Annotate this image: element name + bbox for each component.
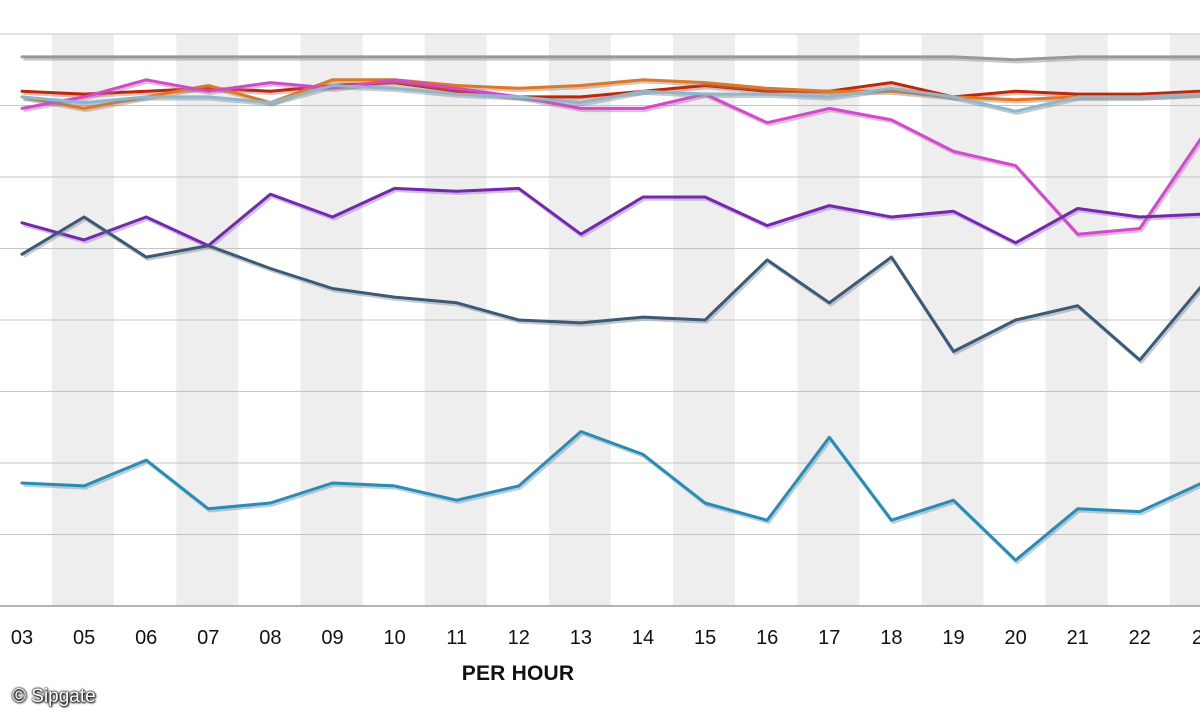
series-5-shadow [23,85,1200,115]
x-tick-label: 15 [694,627,716,649]
x-tick-label: 11 [446,627,467,649]
series-6-line [20,186,1200,248]
series-1-shadow [23,57,1200,64]
x-tick-label: 21 [1067,627,1089,649]
series-1-line [20,55,1200,62]
x-tick-label: 08 [259,627,281,649]
x-tick-label: 06 [135,627,157,649]
x-tick-labels: 03 05 06 07 08 09 10 11 12 13 14 15 16 17 18 19 20 21 22 2 [11,627,1200,649]
x-tick-label: 05 [73,627,95,649]
series-4-shadow [23,80,1200,238]
x-tick-label: 13 [570,627,592,649]
series-7-line [20,215,1200,362]
x-tick-label: 03 [11,627,33,649]
x-tick-label: 18 [880,627,902,649]
series-4-line [20,78,1200,236]
x-tick-label: 14 [632,627,654,649]
x-tick-label: 2 [1192,627,1200,649]
x-tick-label: 17 [818,627,840,649]
x-tick-label: 09 [321,627,343,649]
x-tick-label: 22 [1129,627,1151,649]
x-tick-label: 16 [756,627,778,649]
x-tick-label: 12 [508,627,530,649]
watermark: © Sipgate [12,686,96,707]
x-tick-label: 07 [197,627,219,649]
series-8-line [20,430,1200,562]
series-5-line [20,84,1200,113]
x-tick-label: 10 [383,627,405,649]
x-tick-label: 20 [1004,627,1026,649]
x-axis-title: PER HOUR [461,662,575,685]
horizontal-gridlines [0,33,1200,607]
x-tick-label: 19 [942,627,964,649]
series-lines [20,55,1200,564]
